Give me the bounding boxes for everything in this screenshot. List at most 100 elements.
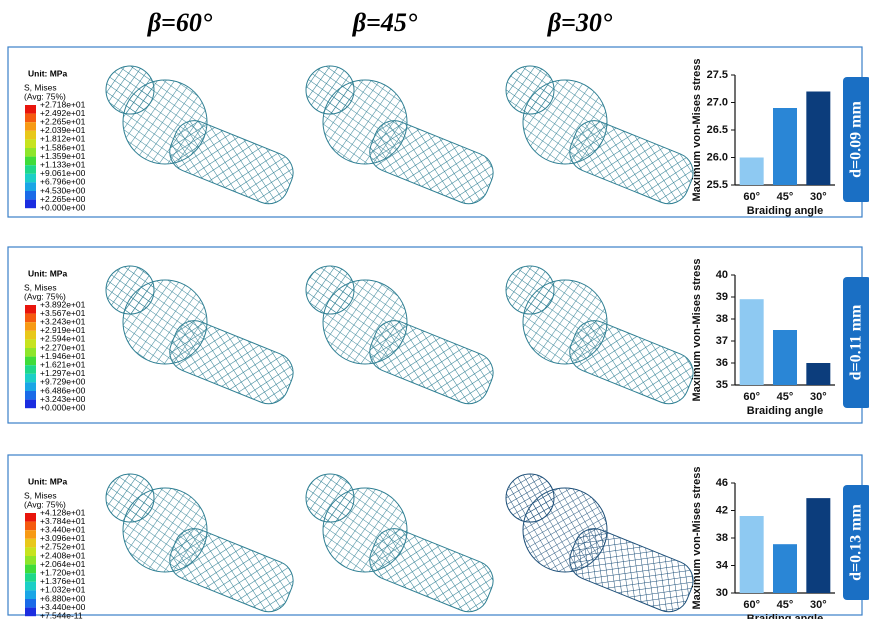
y-tick-label: 35 <box>716 379 728 391</box>
y-tick-label: 27.0 <box>707 96 728 108</box>
row-label: d=0.11 mm <box>848 304 865 380</box>
bar <box>740 299 764 385</box>
column-header: β=60° <box>147 8 213 37</box>
legend-swatch <box>25 599 36 608</box>
legend-level: +7.544e-11 <box>40 610 83 619</box>
x-axis-label: Braiding angle <box>747 613 823 619</box>
legend-swatch <box>25 565 36 574</box>
legend-swatch <box>25 530 36 539</box>
legend-swatch <box>25 400 36 409</box>
legend-swatch <box>25 114 36 123</box>
x-tick-label: 60° <box>743 599 760 611</box>
y-axis-label: Maximum von-Mises stress <box>691 466 703 609</box>
stent-sphere <box>323 80 407 164</box>
legend-swatch <box>25 582 36 591</box>
y-tick-label: 27.5 <box>707 69 728 81</box>
x-tick-label: 45° <box>777 191 794 203</box>
column-header: β=45° <box>352 8 418 37</box>
bar <box>773 330 797 385</box>
x-tick-label: 30° <box>810 599 827 611</box>
bar <box>773 544 797 593</box>
x-tick-label: 45° <box>777 599 794 611</box>
legend-swatch <box>25 139 36 148</box>
stent-image <box>506 474 699 618</box>
x-axis-label: Braiding angle <box>747 405 823 417</box>
legend-level: +0.000e+00 <box>40 202 86 212</box>
y-tick-label: 40 <box>716 269 728 281</box>
bar <box>806 363 830 385</box>
stent-sphere <box>323 488 407 572</box>
legend-unit: Unit: MPa <box>28 68 67 78</box>
figure: β=60° β=45° β=30° Unit: MPaS, Mises(Avg:… <box>0 0 869 619</box>
bar <box>740 158 764 186</box>
y-tick-label: 37 <box>716 335 728 347</box>
stent-image <box>306 66 499 210</box>
legend-swatch <box>25 191 36 200</box>
bar <box>806 92 830 186</box>
y-tick-label: 26.5 <box>707 124 728 136</box>
legend-swatch <box>25 590 36 599</box>
x-tick-label: 60° <box>743 391 760 403</box>
legend-swatch <box>25 331 36 340</box>
y-axis-label: Maximum von-Mises stress <box>691 258 703 401</box>
legend-swatch <box>25 539 36 548</box>
column-header: β=30° <box>547 8 613 37</box>
stent-sphere <box>123 80 207 164</box>
y-tick-label: 42 <box>716 504 728 516</box>
legend-swatch <box>25 573 36 582</box>
stent-image <box>306 266 499 410</box>
stent-sphere <box>523 280 607 364</box>
y-tick-label: 38 <box>716 313 728 325</box>
y-tick-label: 30 <box>716 587 728 599</box>
bar <box>806 498 830 593</box>
stent-sphere <box>523 488 607 572</box>
legend-swatch <box>25 174 36 183</box>
legend-swatch <box>25 165 36 174</box>
row-label: d=0.09 mm <box>848 100 865 177</box>
row-label: d=0.13 mm <box>848 503 865 580</box>
y-tick-label: 39 <box>716 291 728 303</box>
x-tick-label: 45° <box>777 391 794 403</box>
stent-sphere <box>123 488 207 572</box>
x-tick-label: 30° <box>810 391 827 403</box>
y-axis-label: Maximum von-Mises stress <box>691 58 703 201</box>
legend-swatch <box>25 200 36 209</box>
legend-swatch <box>25 314 36 323</box>
legend-swatch <box>25 357 36 366</box>
legend-swatch <box>25 305 36 314</box>
stent-image <box>106 266 299 410</box>
legend-swatch <box>25 322 36 331</box>
legend-swatch <box>25 122 36 131</box>
bar <box>773 108 797 185</box>
legend-swatch <box>25 382 36 391</box>
x-tick-label: 30° <box>810 191 827 203</box>
legend-swatch <box>25 131 36 140</box>
y-tick-label: 26.0 <box>707 151 728 163</box>
stent-sphere <box>323 280 407 364</box>
x-tick-label: 60° <box>743 191 760 203</box>
legend-swatch <box>25 513 36 522</box>
legend-unit: Unit: MPa <box>28 476 67 486</box>
x-axis-label: Braiding angle <box>747 205 823 217</box>
y-tick-label: 36 <box>716 357 728 369</box>
y-tick-label: 46 <box>716 477 728 489</box>
stent-image <box>506 266 699 410</box>
legend-swatch <box>25 547 36 556</box>
y-tick-label: 34 <box>716 559 729 571</box>
y-tick-label: 25.5 <box>707 179 728 191</box>
legend-swatch <box>25 391 36 400</box>
legend-swatch <box>25 105 36 114</box>
stent-sphere <box>123 280 207 364</box>
legend-swatch <box>25 348 36 357</box>
legend-swatch <box>25 365 36 374</box>
legend-unit: Unit: MPa <box>28 268 67 278</box>
y-tick-label: 38 <box>716 532 728 544</box>
stent-image <box>506 66 699 210</box>
legend-swatch <box>25 556 36 565</box>
legend-swatch <box>25 608 36 617</box>
legend-swatch <box>25 339 36 348</box>
stent-image <box>306 474 499 618</box>
legend-swatch <box>25 148 36 157</box>
stent-sphere <box>523 80 607 164</box>
stent-image <box>106 66 299 210</box>
